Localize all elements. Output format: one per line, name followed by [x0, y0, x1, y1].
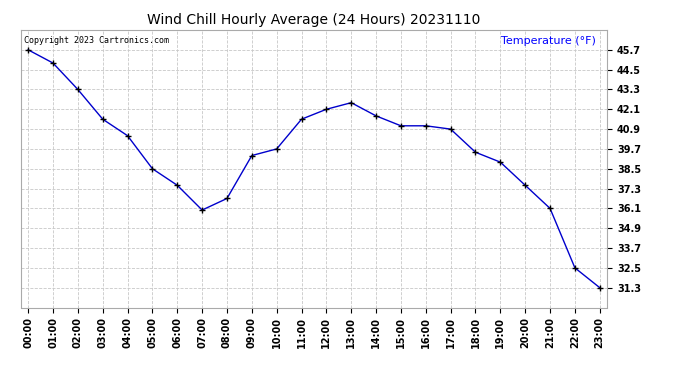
Text: Copyright 2023 Cartronics.com: Copyright 2023 Cartronics.com: [23, 36, 168, 45]
Title: Wind Chill Hourly Average (24 Hours) 20231110: Wind Chill Hourly Average (24 Hours) 202…: [147, 13, 481, 27]
Text: Temperature (°F): Temperature (°F): [501, 36, 595, 45]
